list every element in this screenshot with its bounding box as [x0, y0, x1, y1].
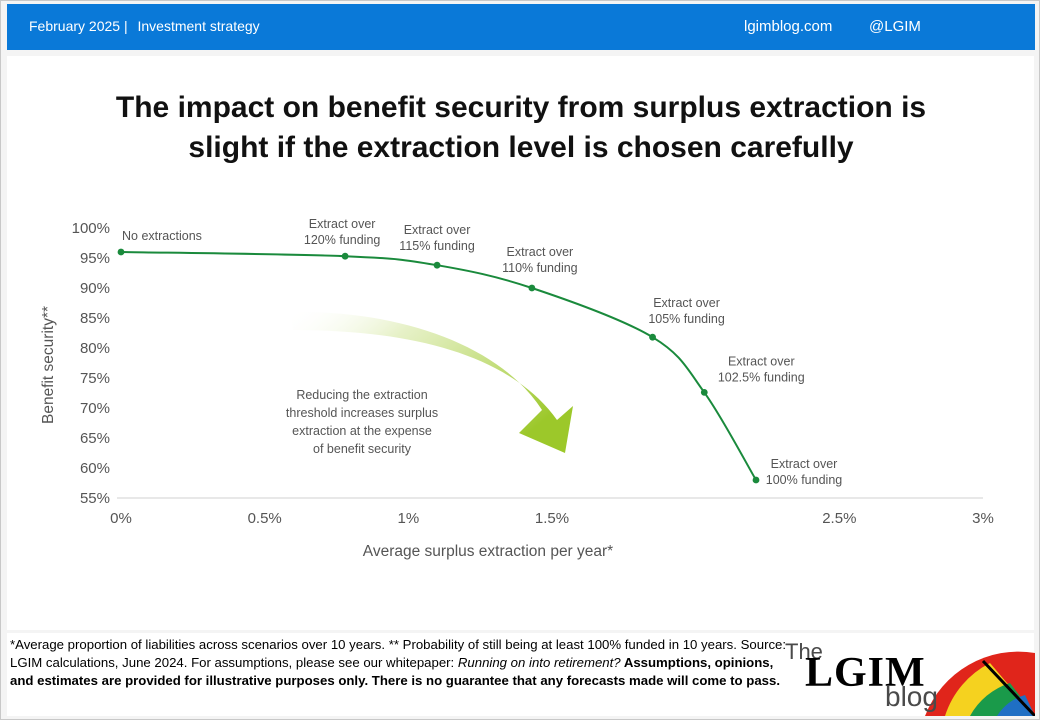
header-site-link[interactable]: lgimblog.com	[744, 18, 833, 35]
y-tick-label: 65%	[80, 430, 110, 447]
series-line	[120, 251, 757, 481]
data-point	[341, 252, 349, 260]
data-point	[528, 284, 536, 292]
umbrella-graphic	[925, 651, 1035, 716]
lgim-blog-logo: The LGIM blog	[785, 633, 1035, 716]
footnote-text: *Average proportion of liabilities acros…	[10, 637, 787, 670]
footnote: *Average proportion of liabilities acros…	[10, 636, 790, 690]
y-tick-label: 60%	[80, 460, 110, 477]
data-label: 102.5% funding	[718, 370, 805, 384]
x-tick-label: 0.5%	[248, 510, 282, 527]
y-tick-label: 100%	[72, 220, 110, 237]
data-label: 110% funding	[502, 261, 578, 275]
y-tick-label: 95%	[80, 250, 110, 267]
data-label: Extract over	[728, 354, 795, 368]
header-bar: February 2025 | Investment strategy lgim…	[7, 4, 1035, 50]
y-tick-label: 80%	[80, 340, 110, 357]
logo-lgim: LGIM	[805, 650, 926, 696]
data-label: Extract over	[309, 217, 376, 231]
header-separator: |	[123, 18, 128, 34]
data-label: 100% funding	[766, 473, 843, 487]
benefit-security-chart: Average surplus extraction per year* Bene…	[40, 217, 994, 560]
data-point	[117, 248, 125, 256]
annotation-text: threshold increases surplus	[286, 406, 438, 420]
disclaimer-text: Assumptions, opinions, and estimates are…	[10, 655, 780, 688]
data-point	[433, 261, 441, 269]
header-handle-link[interactable]: @LGIM	[869, 18, 921, 35]
data-label: Extract over	[771, 457, 838, 471]
data-point	[700, 389, 708, 396]
trend-arrow	[290, 311, 573, 453]
x-tick-label: 1.5%	[535, 510, 569, 527]
data-label: 105% funding	[648, 312, 725, 326]
data-label: Extract over	[404, 223, 471, 237]
y-tick-label: 90%	[80, 280, 110, 297]
y-tick-label: 55%	[80, 490, 110, 507]
x-tick-label: 0%	[110, 510, 132, 527]
annotation-text: extraction at the expense	[292, 424, 432, 438]
y-tick-label: 75%	[80, 370, 110, 387]
footer: *Average proportion of liabilities acros…	[7, 633, 1035, 716]
data-label: 115% funding	[399, 239, 475, 253]
title-line-2: slight if the extraction level is chosen…	[188, 131, 854, 164]
data-point	[752, 476, 760, 484]
annotation-text: Reducing the extraction	[296, 388, 427, 402]
x-tick-label: 2.5%	[822, 510, 856, 527]
x-axis-title: Average surplus extraction per year*	[363, 543, 613, 560]
logo-the: The	[785, 639, 823, 664]
whitepaper-title[interactable]: Running on into retirement?	[457, 655, 621, 670]
y-tick-label: 70%	[80, 400, 110, 417]
data-label: Extract over	[507, 245, 574, 259]
header-category: Investment strategy	[137, 18, 260, 34]
x-tick-label: 1%	[397, 510, 419, 527]
y-tick-label: 85%	[80, 310, 110, 327]
data-label: 120% funding	[304, 233, 381, 247]
page-title: The impact on benefit security from surp…	[47, 88, 995, 168]
y-axis-title: Benefit security**	[40, 306, 57, 424]
logo-blog: blog	[885, 681, 938, 712]
data-label: No extractions	[122, 229, 202, 243]
header-date: February 2025	[29, 18, 121, 34]
title-line-1: The impact on benefit security from surp…	[115, 91, 927, 124]
data-label: Extract over	[653, 296, 720, 310]
data-point	[649, 333, 656, 341]
x-tick-label: 3%	[972, 510, 994, 527]
content-panel: The impact on benefit security from surp…	[7, 56, 1034, 630]
annotation-text: of benefit security	[313, 442, 412, 456]
header-left: February 2025 | Investment strategy	[29, 18, 260, 34]
